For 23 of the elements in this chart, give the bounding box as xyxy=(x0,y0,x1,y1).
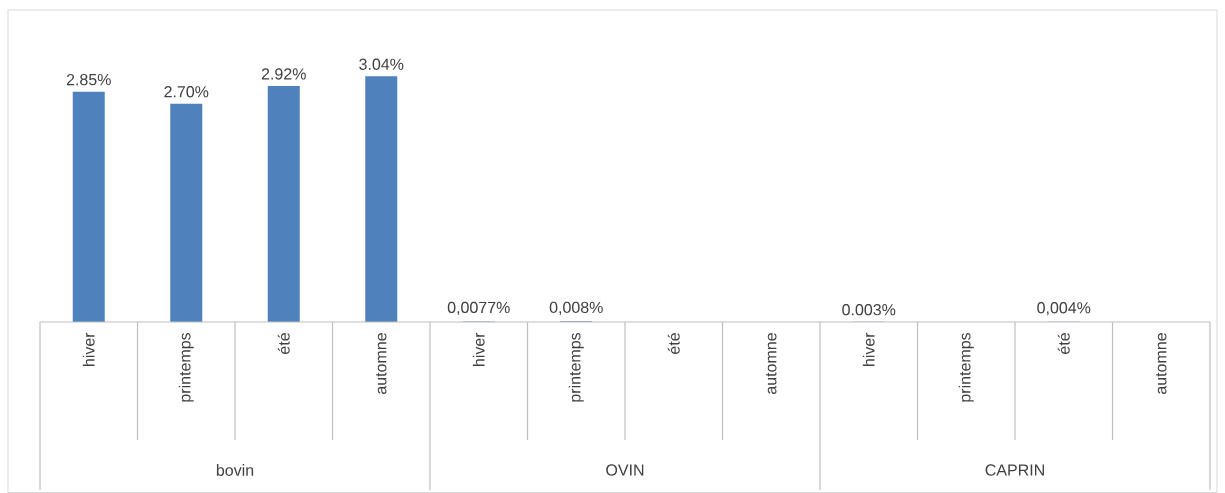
x-tick-label: hiver xyxy=(472,332,485,366)
x-tick-label: hiver xyxy=(862,332,875,366)
x-tick-label: été xyxy=(277,333,290,354)
text: OVIN xyxy=(606,464,644,476)
x-tick-label: printemps xyxy=(178,332,194,402)
data-label: 3.04% xyxy=(359,58,404,70)
data-label: 2.92% xyxy=(261,68,306,80)
x-tick-label: automne xyxy=(376,333,387,394)
data-label: 0.003% xyxy=(842,304,896,316)
text: CAPRIN xyxy=(985,464,1044,476)
x-tick-label: automne xyxy=(766,333,777,394)
x-tick-label: printemps xyxy=(958,332,974,402)
x-tick-label: printemps xyxy=(568,332,584,402)
data-label: 0,0077% xyxy=(447,301,510,315)
data-label: 2.85% xyxy=(66,73,111,86)
data-label: 2.70% xyxy=(164,86,209,98)
x-tick-label: été xyxy=(1057,333,1070,354)
x-tick-label: été xyxy=(667,333,680,354)
text: bovin xyxy=(216,464,254,476)
x-tick-label: automne xyxy=(1156,333,1167,394)
data-label: 0,004% xyxy=(1037,302,1091,316)
x-tick-label: hiver xyxy=(82,332,95,366)
data-label: 0,008% xyxy=(549,301,603,315)
